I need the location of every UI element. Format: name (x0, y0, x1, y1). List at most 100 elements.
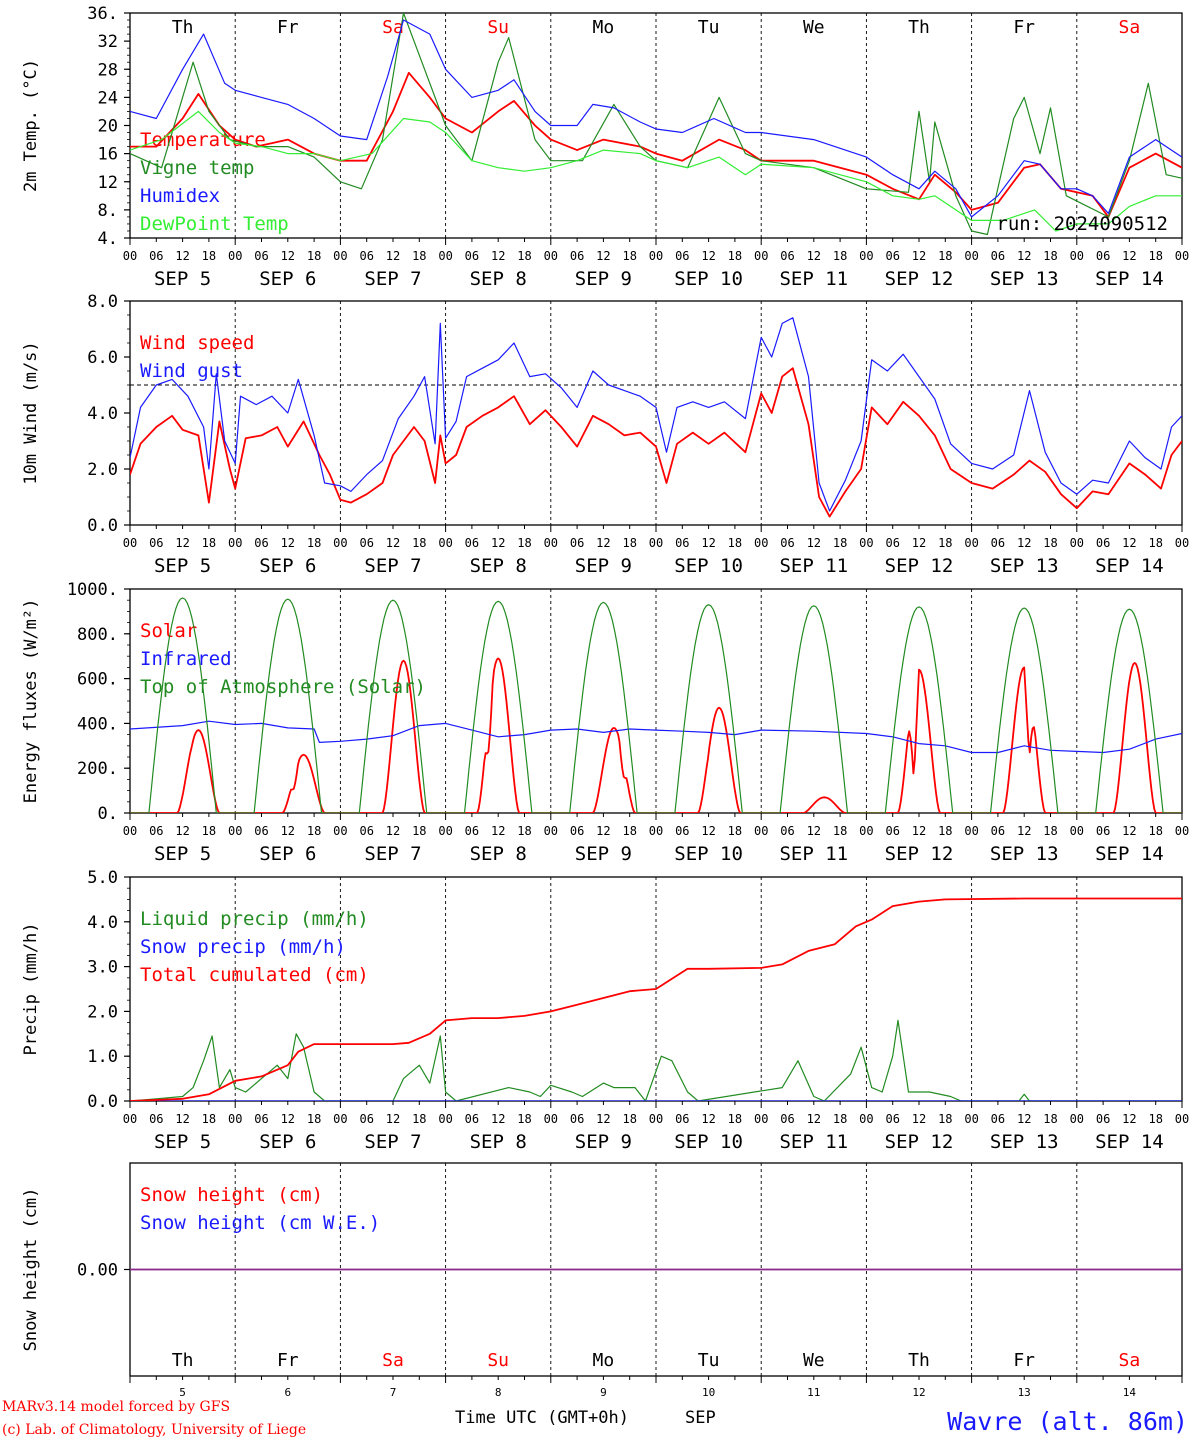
hour-label: 00 (649, 824, 663, 838)
series-line (130, 657, 1182, 813)
date-label: SEP 13 (990, 843, 1059, 865)
hour-label: 18 (202, 536, 216, 550)
y-tick-label: 200. (77, 759, 118, 779)
hour-label: 18 (517, 536, 531, 550)
hour-label: 12 (281, 536, 295, 550)
hour-label: 12 (807, 1112, 821, 1126)
y-tick-label: 36. (87, 4, 118, 24)
y-tick-label: 6.0 (87, 348, 118, 368)
day-name: Sa (382, 1350, 404, 1371)
day-name: Th (908, 1350, 930, 1371)
legend-entry: Wind gust (140, 360, 243, 382)
day-name: Tu (698, 1350, 720, 1371)
day-name: Sa (1119, 17, 1141, 38)
hour-label: 18 (412, 536, 426, 550)
day-number: 5 (179, 1386, 186, 1399)
hour-label: 06 (885, 824, 899, 838)
legend-entry: Snow precip (mm/h) (140, 936, 346, 958)
hour-label: 06 (780, 824, 794, 838)
hour-label: 06 (359, 824, 373, 838)
hour-label: 00 (1175, 824, 1189, 838)
hour-label: 00 (438, 824, 452, 838)
date-label: SEP 6 (259, 555, 316, 577)
hour-label: 12 (807, 824, 821, 838)
hour-label: 12 (491, 536, 505, 550)
date-label: SEP 10 (674, 555, 743, 577)
day-number: 9 (600, 1386, 607, 1399)
day-name: Th (908, 17, 930, 38)
hour-label: 06 (149, 249, 163, 263)
hour-label: 12 (1017, 536, 1031, 550)
hour-label: 00 (123, 536, 137, 550)
series-line (130, 1019, 1182, 1101)
legend-entry: Solar (140, 620, 197, 642)
hour-label: 18 (833, 1112, 847, 1126)
hour-label: 18 (938, 249, 952, 263)
hour-label: 06 (359, 1112, 373, 1126)
date-label: SEP 10 (674, 843, 743, 865)
hour-label: 00 (859, 824, 873, 838)
panel-4: 0.0 1.0 2.0 3.0 4.0 5.0 Precip (mm/h) 00 06 12 18 S… (21, 868, 1189, 1153)
hour-label: 00 (333, 1112, 347, 1126)
hour-label: 06 (991, 249, 1005, 263)
hour-label: 18 (1148, 1112, 1162, 1126)
day-name: Sa (382, 17, 404, 38)
day-name: Mo (593, 17, 615, 38)
legend-entry: Vigne temp (140, 157, 254, 179)
hour-label: 18 (1043, 824, 1057, 838)
y-tick-label: 12 (98, 173, 118, 193)
hour-label: 12 (701, 536, 715, 550)
hour-label: 00 (228, 824, 242, 838)
xaxis-title: Time UTC (GMT+0h) (455, 1408, 629, 1428)
hour-label: 18 (728, 536, 742, 550)
hour-label: 00 (754, 249, 768, 263)
day-name: Th (172, 17, 194, 38)
hour-label: 00 (859, 536, 873, 550)
hour-label: 12 (281, 1112, 295, 1126)
date-label: SEP 11 (779, 268, 848, 290)
date-label: SEP 11 (779, 843, 848, 865)
hour-label: 00 (228, 249, 242, 263)
hour-label: 06 (465, 824, 479, 838)
y-tick-label: 16 (98, 145, 118, 165)
hour-label: 12 (1017, 824, 1031, 838)
hour-label: 06 (675, 1112, 689, 1126)
hour-label: 00 (964, 824, 978, 838)
hour-label: 18 (1043, 536, 1057, 550)
day-number: 6 (284, 1386, 291, 1399)
hour-label: 18 (307, 824, 321, 838)
hour-label: 18 (833, 536, 847, 550)
series-line (130, 317, 1182, 512)
y-tick-label: 20 (98, 117, 118, 137)
hour-label: 00 (1070, 1112, 1084, 1126)
y-tick-label: 0.0 (87, 1092, 118, 1112)
day-name: We (803, 17, 825, 38)
hour-label: 12 (807, 249, 821, 263)
hour-label: 00 (754, 1112, 768, 1126)
hour-label: 06 (991, 1112, 1005, 1126)
day-number: 12 (912, 1386, 925, 1399)
day-number: 10 (702, 1386, 715, 1399)
hour-label: 18 (1043, 1112, 1057, 1126)
date-label: SEP 7 (364, 843, 421, 865)
hour-label: 12 (386, 249, 400, 263)
y-axis-label: Snow height (cm) (21, 1188, 41, 1352)
hour-label: 06 (675, 536, 689, 550)
hour-label: 00 (964, 249, 978, 263)
hour-label: 12 (175, 249, 189, 263)
hour-label: 12 (1122, 824, 1136, 838)
series-line (130, 367, 1182, 518)
hour-label: 18 (307, 536, 321, 550)
date-label: SEP 8 (470, 1131, 527, 1153)
hour-label: 06 (254, 249, 268, 263)
hour-label: 12 (491, 249, 505, 263)
hour-label: 06 (465, 249, 479, 263)
hour-label: 00 (544, 536, 558, 550)
y-tick-label: 1.0 (87, 1047, 118, 1067)
y-tick-label: 0.00 (77, 1261, 118, 1281)
model-credit: MARv3.14 model forced by GFS (2, 1399, 230, 1415)
hour-label: 06 (1096, 1112, 1110, 1126)
hour-label: 00 (123, 249, 137, 263)
series-line (130, 19, 1182, 218)
